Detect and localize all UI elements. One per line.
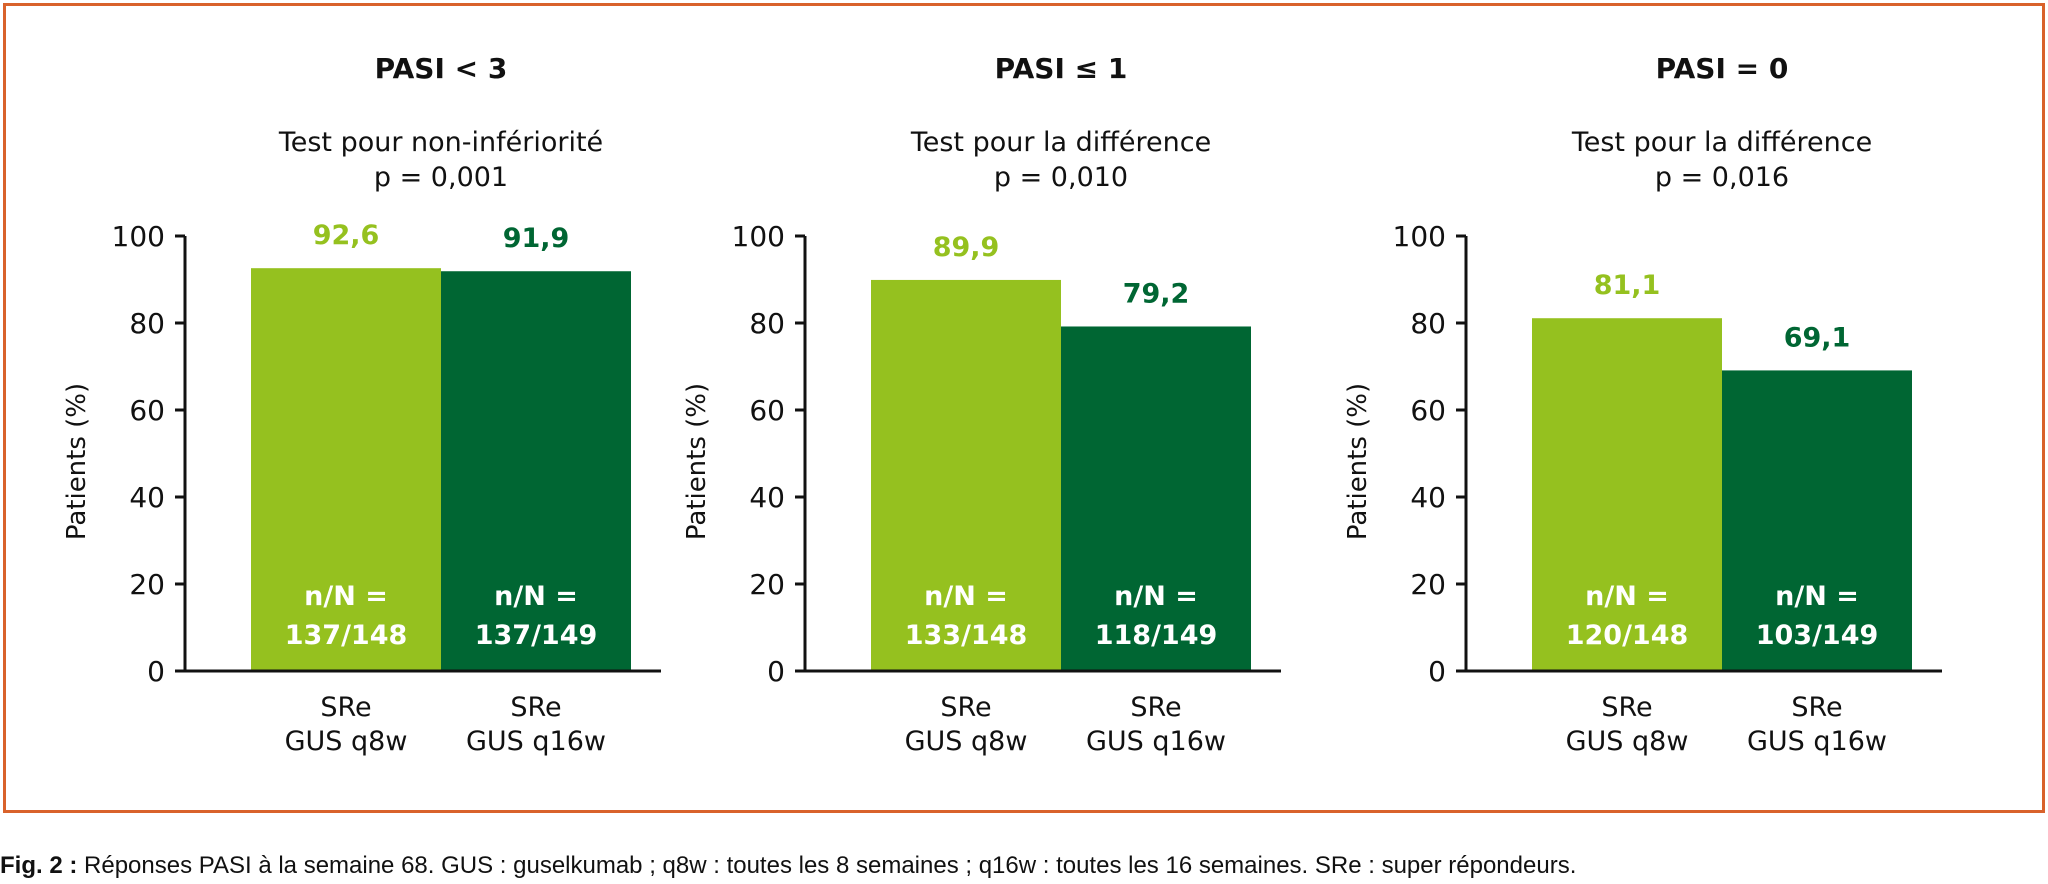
bar-value-label: 69,1 [1784, 322, 1851, 353]
y-tick-label: 100 [112, 220, 165, 253]
panel-subtitle: Test pour la différence [910, 127, 1211, 158]
bar [441, 271, 631, 671]
bar-n-label: n/N = [494, 581, 578, 612]
category-label: GUS q16w [1747, 726, 1887, 757]
bar-n-value: 133/148 [905, 620, 1028, 651]
caption-text: Réponses PASI à la semaine 68. GUS : gus… [77, 852, 1577, 879]
p-value: p = 0,016 [1655, 162, 1789, 193]
y-tick-label: 60 [1410, 394, 1446, 427]
y-tick-label: 40 [749, 481, 785, 514]
y-tick-label: 80 [129, 307, 165, 340]
y-tick-label: 40 [1410, 481, 1446, 514]
y-tick-label: 60 [129, 394, 165, 427]
panel-title: PASI = 0 [1656, 52, 1789, 85]
y-tick-label: 20 [129, 568, 165, 601]
p-value: p = 0,010 [994, 162, 1128, 193]
category-label: GUS q16w [1086, 726, 1226, 757]
y-tick-label: 0 [1428, 655, 1446, 688]
bar [1061, 326, 1251, 671]
y-tick-label: 80 [1410, 307, 1446, 340]
y-axis-label: Patients (%) [682, 383, 712, 540]
bar [251, 268, 441, 671]
y-tick-label: 20 [1410, 568, 1446, 601]
bar-n-value: 137/148 [285, 620, 408, 651]
panel-title: PASI ≤ 1 [995, 52, 1128, 85]
bar [1722, 370, 1912, 671]
bar-value-label: 91,9 [503, 223, 570, 254]
bar-n-value: 120/148 [1566, 620, 1689, 651]
category-label: GUS q8w [1566, 726, 1689, 757]
y-tick-label: 20 [749, 568, 785, 601]
panel-title: PASI < 3 [375, 52, 508, 85]
bar-n-value: 103/149 [1756, 620, 1879, 651]
y-axis-label: Patients (%) [1343, 383, 1373, 540]
y-tick-label: 80 [749, 307, 785, 340]
chart-panel-2: PASI ≤ 1 Test pour la différence p = 0,010… [682, 52, 1281, 757]
panel-subtitle: Test pour non-infériorité [278, 127, 603, 158]
bar-n-label: n/N = [1114, 581, 1198, 612]
category-label: SRe [940, 692, 991, 723]
p-value: p = 0,001 [374, 162, 508, 193]
bar-n-value: 118/149 [1095, 620, 1218, 651]
category-label: SRe [1601, 692, 1652, 723]
y-tick-label: 100 [1393, 220, 1446, 253]
bar-n-value: 137/149 [475, 620, 598, 651]
y-tick-label: 100 [732, 220, 785, 253]
caption-label: Fig. 2 : [0, 852, 78, 879]
category-label: SRe [320, 692, 371, 723]
y-axis-label: Patients (%) [62, 383, 92, 540]
bar-n-label: n/N = [304, 581, 388, 612]
bar [871, 279, 1061, 671]
y-tick-label: 40 [129, 481, 165, 514]
category-label: SRe [1791, 692, 1842, 723]
bar-n-label: n/N = [1775, 581, 1859, 612]
category-label: SRe [510, 692, 561, 723]
y-tick-label: 60 [749, 394, 785, 427]
category-label: GUS q8w [905, 726, 1028, 757]
bar-value-label: 89,9 [933, 232, 1000, 263]
category-label: GUS q16w [466, 726, 606, 757]
bar [1532, 318, 1722, 671]
bar-n-label: n/N = [924, 581, 1008, 612]
y-tick-label: 0 [147, 655, 165, 688]
chart-panel-1: PASI < 3 Test pour non-infériorité p = 0,0… [62, 52, 661, 757]
y-tick-label: 0 [767, 655, 785, 688]
chart-panel-3: PASI = 0 Test pour la différence p = 0,016… [1343, 52, 1942, 757]
panel-subtitle: Test pour la différence [1571, 127, 1872, 158]
category-label: SRe [1130, 692, 1181, 723]
bar-n-label: n/N = [1585, 581, 1669, 612]
category-label: GUS q8w [285, 726, 408, 757]
figure-frame [3, 3, 2045, 813]
bar-value-label: 81,1 [1594, 270, 1661, 301]
figure-caption: Fig. 2 : Réponses PASI à la semaine 68. … [0, 852, 1576, 880]
bar-value-label: 79,2 [1123, 278, 1190, 309]
bar-value-label: 92,6 [313, 220, 380, 251]
